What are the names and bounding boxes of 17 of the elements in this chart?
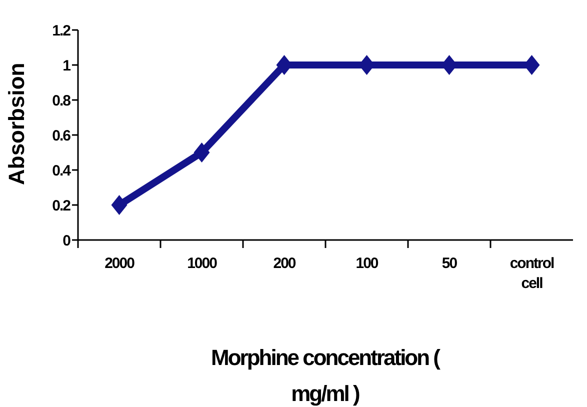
y-tick-label: 0.4 xyxy=(52,162,72,180)
y-tick-label: 0.2 xyxy=(52,197,71,214)
y-tick-label: 0.8 xyxy=(52,92,71,110)
y-axis-title: Absorbsion xyxy=(4,62,29,185)
x-tick-label: 200 xyxy=(273,255,296,272)
y-tick-label: 0.6 xyxy=(52,127,71,144)
point xyxy=(194,142,210,162)
x-tick-label: 50 xyxy=(442,255,458,272)
y-tick-label: 1.2 xyxy=(52,22,71,40)
point xyxy=(111,195,128,215)
y-tick-label: 1 xyxy=(62,57,71,74)
x-tick-label: 1000 xyxy=(187,255,218,272)
x-tick-label: 2000 xyxy=(104,255,135,272)
y-tick-label: 0 xyxy=(62,232,71,250)
x-tick-label: 100 xyxy=(356,255,378,272)
x-axis-title: Morphine concentration ( mg/ml ) xyxy=(210,344,441,407)
x-tick-label: control cell xyxy=(510,255,554,292)
